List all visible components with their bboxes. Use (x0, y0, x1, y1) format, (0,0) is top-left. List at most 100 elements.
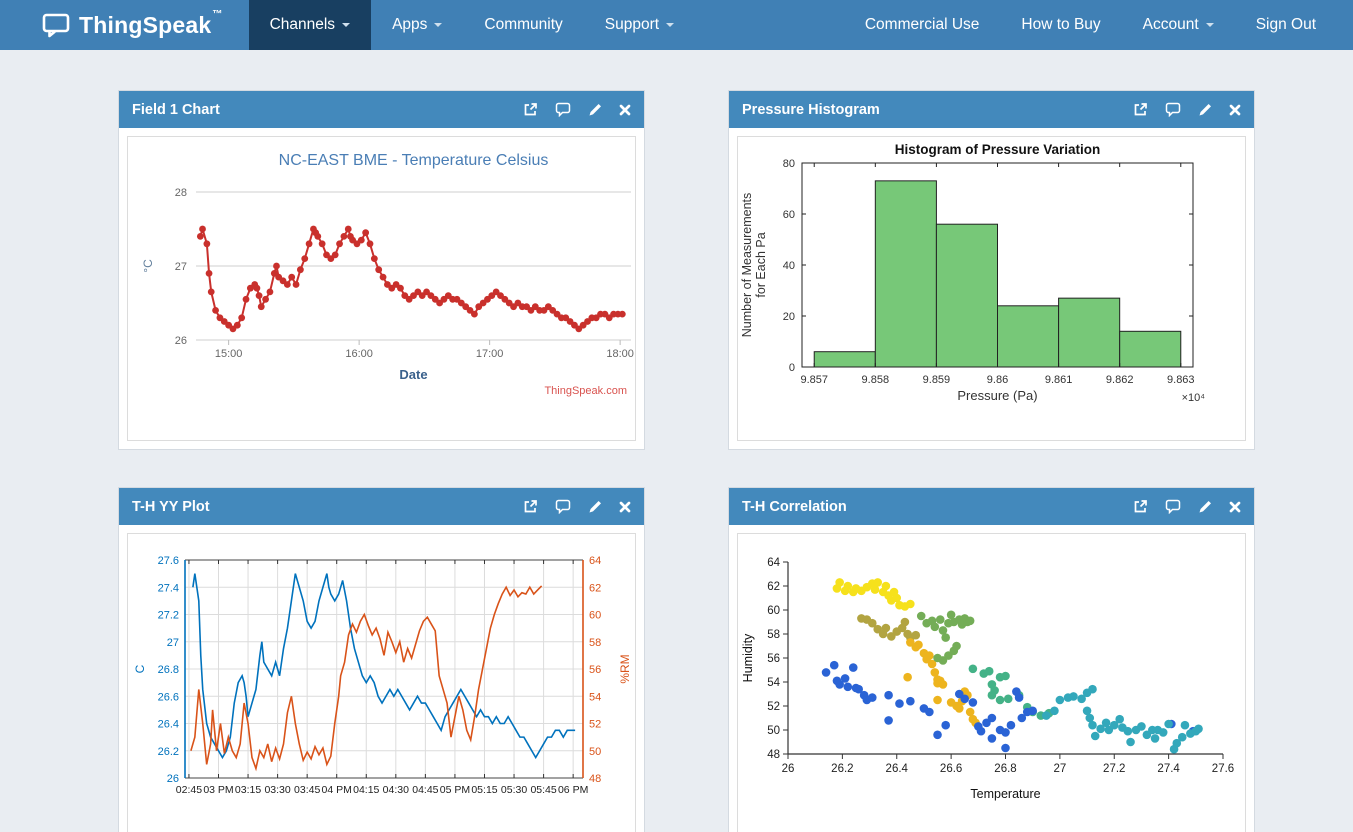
widget-field1-chart: Field 1 Chart 26 27 28 15:00 16:00 17:00 18:00… (118, 90, 645, 450)
temperature-line-chart: 26 27 28 15:00 16:00 17:00 18:00 NC-EAST BME - … (141, 152, 634, 397)
svg-text:04:45: 04:45 (412, 784, 438, 796)
svg-text:03:30: 03:30 (264, 784, 290, 796)
nav-right: Commercial Use How to Buy Account Sign O… (844, 0, 1337, 50)
svg-text:0: 0 (789, 362, 795, 374)
svg-text:27: 27 (1053, 763, 1066, 775)
widget-body: 26 27 28 15:00 16:00 17:00 18:00 NC-EAST BME - … (119, 128, 644, 449)
thingspeak-logo[interactable]: ThingSpeak™ (0, 0, 249, 50)
svg-text:C: C (133, 664, 147, 673)
edit-icon[interactable] (588, 500, 602, 514)
svg-text:05 PM: 05 PM (440, 784, 470, 796)
close-icon[interactable] (1229, 104, 1241, 116)
svg-text:48: 48 (589, 773, 601, 785)
nav-item-account[interactable]: Account (1122, 0, 1235, 50)
svg-text:9.863: 9.863 (1167, 374, 1195, 386)
external-link-icon[interactable] (523, 102, 538, 117)
widget-th-yy-plot: T-H YY Plot 02:45 03 PM 03:15 03:30 03:45 04 … (118, 487, 645, 832)
svg-text:40: 40 (783, 260, 795, 272)
external-link-icon[interactable] (1133, 499, 1148, 514)
svg-text:%RM: %RM (618, 654, 632, 683)
svg-text:05:45: 05:45 (530, 784, 556, 796)
brand-text: ThingSpeak (79, 11, 212, 38)
svg-text:04:30: 04:30 (383, 784, 409, 796)
widget-header: Field 1 Chart (119, 91, 644, 128)
svg-text:Pressure (Pa): Pressure (Pa) (957, 388, 1037, 403)
svg-text:56: 56 (767, 653, 780, 665)
svg-text:64: 64 (589, 555, 601, 567)
top-navbar: ThingSpeak™ Channels Apps Community Supp… (0, 0, 1353, 50)
svg-text:27.4: 27.4 (1157, 763, 1180, 775)
svg-text:02:45: 02:45 (176, 784, 202, 796)
svg-text:80: 80 (783, 158, 795, 170)
caret-down-icon (342, 23, 351, 27)
comment-icon[interactable] (1165, 499, 1181, 514)
svg-text:58: 58 (767, 629, 780, 641)
scatter-chart-frame: 26 26.2 26.4 26.6 26.8 27 27.2 27.4 27.6 48 50 52 54… (737, 533, 1246, 832)
widget-header: T-H YY Plot (119, 488, 644, 525)
svg-text:26: 26 (782, 763, 795, 775)
svg-text:27.6: 27.6 (1212, 763, 1234, 775)
svg-text:27.6: 27.6 (158, 555, 179, 567)
svg-text:50: 50 (767, 725, 780, 737)
svg-text:54: 54 (589, 691, 601, 703)
svg-text:for Each Pa: for Each Pa (754, 232, 768, 297)
svg-text:27: 27 (175, 261, 187, 273)
svg-text:9.857: 9.857 (800, 374, 828, 386)
widget-body: 26 26.2 26.4 26.6 26.8 27 27.2 27.4 27.6 48 50 52 54… (729, 525, 1254, 832)
svg-text:03 PM: 03 PM (203, 784, 233, 796)
widget-header: Pressure Histogram (729, 91, 1254, 128)
svg-text:9.858: 9.858 (862, 374, 890, 386)
nav-item-support[interactable]: Support (584, 0, 695, 50)
nav-left: Channels Apps Community Support (248, 0, 696, 50)
nav-item-sign-out[interactable]: Sign Out (1255, 16, 1316, 33)
close-icon[interactable] (1229, 501, 1241, 513)
nav-item-channels[interactable]: Channels (248, 0, 372, 50)
close-icon[interactable] (619, 104, 631, 116)
nav-item-community[interactable]: Community (484, 16, 563, 33)
edit-icon[interactable] (1198, 500, 1212, 514)
edit-icon[interactable] (588, 103, 602, 117)
svg-text:Number of Measurements: Number of Measurements (740, 193, 754, 338)
widget-title: Pressure Histogram (742, 101, 880, 118)
svg-text:9.861: 9.861 (1045, 374, 1073, 386)
dashboard-grid: Field 1 Chart 26 27 28 15:00 16:00 17:00 18:00… (118, 90, 1353, 832)
svg-text:28: 28 (175, 187, 187, 199)
svg-text:06 PM: 06 PM (558, 784, 588, 796)
svg-text:52: 52 (589, 719, 601, 731)
caret-down-icon (666, 23, 675, 27)
svg-text:62: 62 (589, 582, 601, 594)
close-icon[interactable] (619, 501, 631, 513)
comment-icon[interactable] (555, 102, 571, 117)
comment-icon[interactable] (555, 499, 571, 514)
svg-text:Temperature: Temperature (970, 787, 1040, 801)
svg-text:27: 27 (167, 637, 179, 649)
widget-title: Field 1 Chart (132, 101, 220, 118)
svg-text:18:00: 18:00 (606, 348, 634, 360)
temp-humidity-dual-axis-chart: 02:45 03 PM 03:15 03:30 03:45 04 PM 04:15 04:30… (133, 555, 632, 796)
widget-title: T-H YY Plot (132, 498, 210, 515)
temp-humidity-scatter-chart: 26 26.2 26.4 26.6 26.8 27 27.2 27.4 27.6 48 50 52 54… (741, 557, 1234, 801)
svg-text:15:00: 15:00 (215, 348, 243, 360)
svg-text:ThingSpeak.com: ThingSpeak.com (544, 385, 627, 397)
svg-text:26.8: 26.8 (994, 763, 1016, 775)
nav-item-how-to-buy[interactable]: How to Buy (1021, 16, 1101, 33)
caret-down-icon (1205, 23, 1214, 27)
widget-header: T-H Correlation (729, 488, 1254, 525)
svg-text:27.4: 27.4 (158, 582, 179, 594)
nav-item-apps[interactable]: Apps (371, 0, 463, 50)
svg-text:50: 50 (589, 746, 601, 758)
nav-item-commercial-use[interactable]: Commercial Use (864, 16, 980, 33)
svg-text:17:00: 17:00 (476, 348, 504, 360)
svg-text:°C: °C (141, 259, 155, 273)
svg-text:Histogram of Pressure Variatio: Histogram of Pressure Variation (895, 142, 1101, 157)
external-link-icon[interactable] (1133, 102, 1148, 117)
svg-text:20: 20 (783, 311, 795, 323)
svg-text:27.2: 27.2 (1103, 763, 1125, 775)
edit-icon[interactable] (1198, 103, 1212, 117)
external-link-icon[interactable] (523, 499, 538, 514)
svg-text:×10⁴: ×10⁴ (1182, 392, 1206, 404)
svg-text:26.2: 26.2 (158, 746, 179, 758)
histogram-chart-frame: 9.857 9.858 9.859 9.86 9.861 9.862 9.863 0 20 40 6… (737, 136, 1246, 441)
caret-down-icon (434, 23, 443, 27)
comment-icon[interactable] (1165, 102, 1181, 117)
